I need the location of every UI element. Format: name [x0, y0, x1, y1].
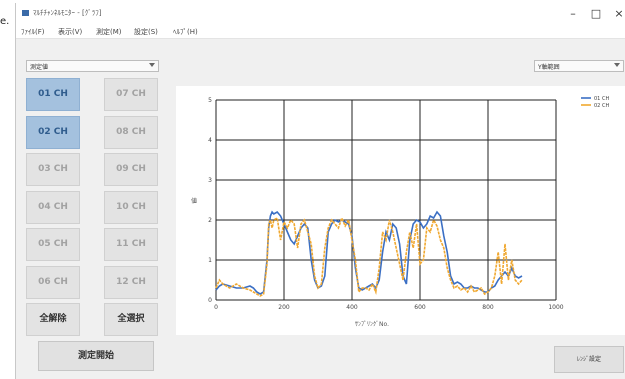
- x-tick-label: 200: [278, 304, 290, 311]
- legend-label: 02 CH: [594, 103, 609, 109]
- data-type-select-value: 測定値: [30, 64, 49, 71]
- menu-measure[interactable]: 測定(M): [96, 28, 122, 36]
- channel-button-11ch[interactable]: 11 CH: [104, 228, 158, 261]
- range-setting-button[interactable]: ﾚﾝｼﾞ設定: [554, 346, 624, 373]
- chart-grid: [215, 99, 557, 301]
- y-tick-label: 4: [208, 137, 212, 144]
- data-type-select[interactable]: 測定値: [26, 60, 159, 72]
- close-button[interactable]: ×: [614, 7, 624, 20]
- app-window: ﾏﾙﾁﾁｬﾝﾈﾙﾓﾆﾀｰ - [ｸﾞﾗﾌ] – □ × ﾌｧｲﾙ(F) 表示(V…: [15, 3, 625, 379]
- y-tick-label: 0: [208, 297, 212, 304]
- channel-button-03ch[interactable]: 03 CH: [26, 153, 80, 186]
- x-tick-label: 0: [214, 304, 218, 311]
- channel-button-08ch[interactable]: 08 CH: [104, 115, 158, 149]
- menu-settings[interactable]: 設定(S): [134, 28, 158, 36]
- y-tick-label: 3: [208, 177, 212, 184]
- chart-panel: 0 200 400 600 800 1000 0 1 2 3 4 5 01 CH 02 CH ｻﾝﾌﾟﾘ…: [176, 86, 625, 335]
- select-all-button[interactable]: 全選択: [104, 303, 158, 336]
- chart-series: [215, 210, 523, 297]
- deselect-all-button[interactable]: 全解除: [26, 303, 80, 336]
- channel-button-07ch[interactable]: 07 CH: [104, 78, 158, 111]
- menu-view[interactable]: 表示(V): [58, 28, 83, 36]
- menu-help[interactable]: ﾍﾙﾌﾟ(H): [173, 28, 198, 36]
- chevron-down-icon: [614, 63, 620, 67]
- channel-button-10ch[interactable]: 10 CH: [104, 190, 158, 224]
- menu-file[interactable]: ﾌｧｲﾙ(F): [21, 28, 45, 36]
- title-bar: ﾏﾙﾁﾁｬﾝﾈﾙﾓﾆﾀｰ - [ｸﾞﾗﾌ] – □ ×: [16, 3, 625, 25]
- y-tick-label: 1: [208, 257, 212, 264]
- x-axis-label: ｻﾝﾌﾟﾘﾝｸﾞNo.: [355, 321, 389, 328]
- side-caption: e.: [0, 16, 10, 27]
- y-range-select-value: Y軸範囲: [538, 64, 560, 71]
- y-range-select[interactable]: Y軸範囲: [534, 60, 624, 72]
- minimize-button[interactable]: –: [570, 7, 576, 20]
- channel-button-06ch[interactable]: 06 CH: [26, 265, 80, 299]
- window-title: ﾏﾙﾁﾁｬﾝﾈﾙﾓﾆﾀｰ - [ｸﾞﾗﾌ]: [33, 9, 102, 17]
- series-line-2: [215, 215, 523, 297]
- chart-axes: 0 200 400 600 800 1000 0 1 2 3 4 5: [208, 97, 564, 311]
- y-axis-label: 値: [191, 197, 197, 205]
- channel-button-05ch[interactable]: 05 CH: [26, 228, 80, 261]
- series-line-1: [215, 210, 523, 295]
- channel-button-12ch[interactable]: 12 CH: [104, 265, 158, 299]
- start-measurement-button[interactable]: 測定開始: [38, 341, 154, 371]
- x-tick-label: 800: [482, 304, 494, 311]
- y-tick-label: 2: [208, 217, 212, 224]
- channel-button-09ch[interactable]: 09 CH: [104, 153, 158, 186]
- x-tick-label: 1000: [548, 304, 563, 311]
- chevron-down-icon: [149, 63, 155, 67]
- channel-button-01ch[interactable]: 01 CH: [26, 78, 80, 111]
- menu-bar: ﾌｧｲﾙ(F) 表示(V) 測定(M) 設定(S) ﾍﾙﾌﾟ(H): [16, 25, 625, 39]
- legend-label: 01 CH: [594, 96, 609, 102]
- channel-button-04ch[interactable]: 04 CH: [26, 190, 80, 224]
- x-tick-label: 400: [346, 304, 358, 311]
- x-tick-label: 600: [414, 304, 426, 311]
- app-icon: [22, 10, 29, 16]
- maximize-button[interactable]: □: [590, 7, 602, 20]
- channel-button-02ch[interactable]: 02 CH: [26, 115, 80, 149]
- y-tick-label: 5: [208, 97, 212, 104]
